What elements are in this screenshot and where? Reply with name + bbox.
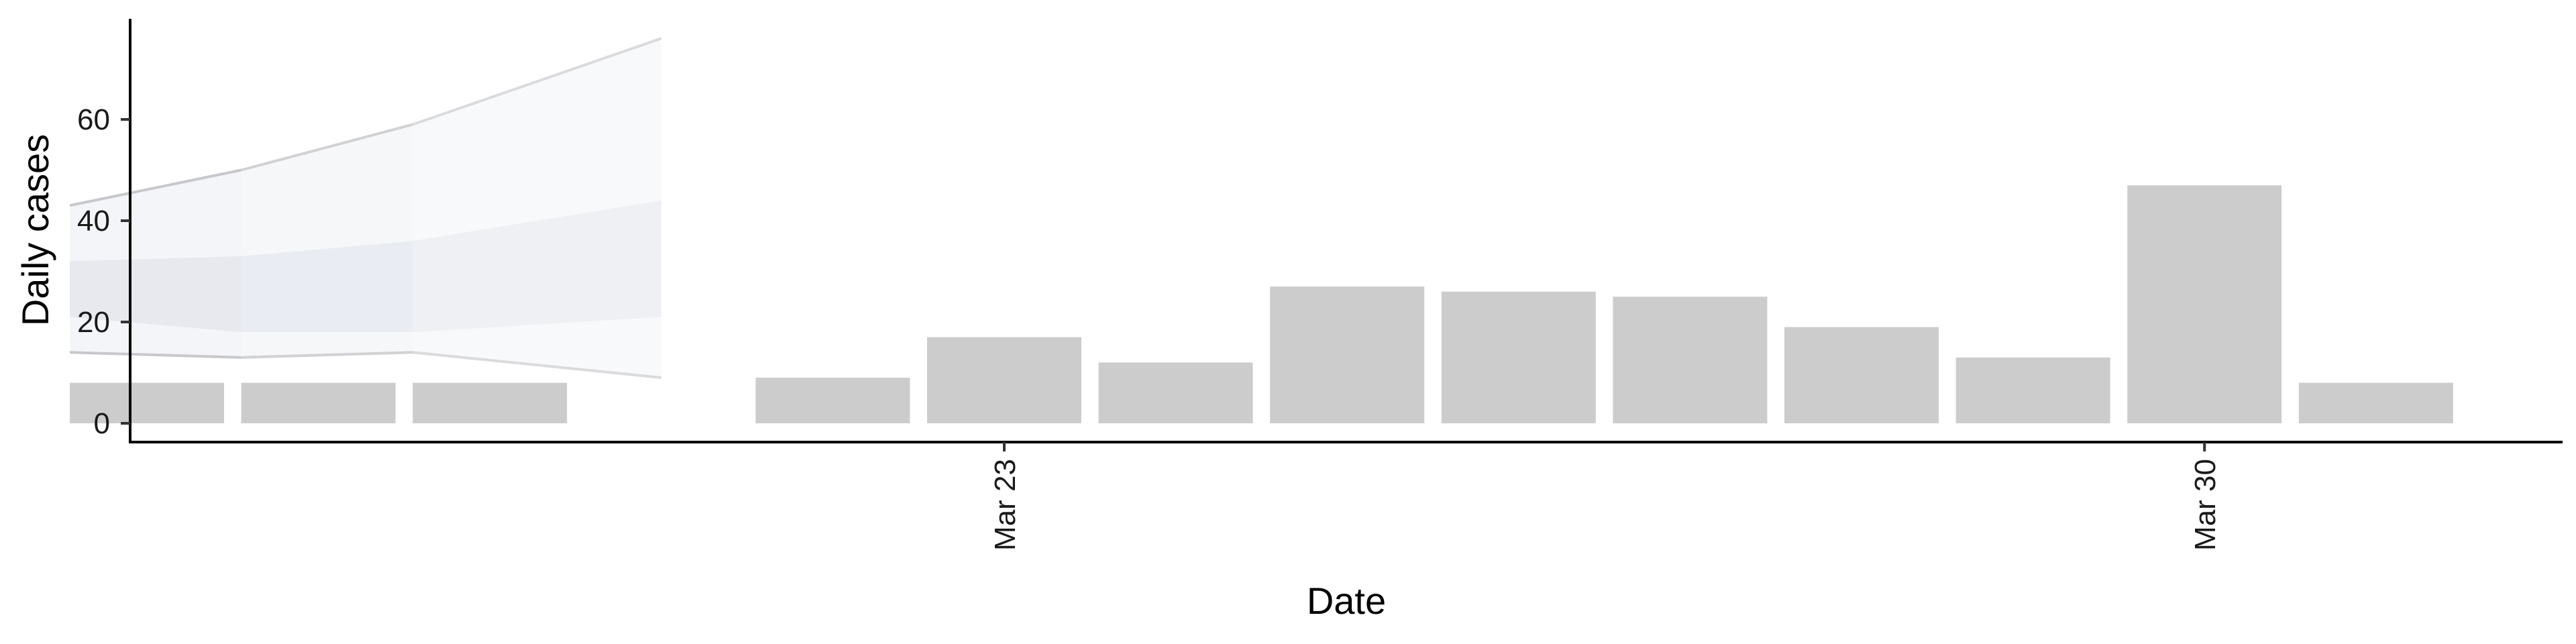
ribbon-lower-edge [241,351,413,359]
bar [755,378,910,423]
bar [1098,362,1253,423]
y-tick-label: 60 [77,103,110,136]
x-tick-layer: Mar 23 Mar 30 [989,442,2222,551]
bar [927,337,1081,423]
ribbon-inner-segment [70,256,241,333]
bar [2127,185,2282,423]
bar-layer [70,185,2453,424]
ribbon-inner-segment [241,241,413,333]
y-tick-layer: 0 20 40 60 [77,103,130,440]
x-tick-label: Mar 23 [989,459,1022,551]
bar [413,382,568,423]
ribbon-outer-segment [241,124,413,358]
bar [1955,357,2110,423]
ribbon-lower-edge [412,351,662,380]
bar [70,382,224,423]
y-axis-title: Daily cases [14,134,56,326]
x-tick-label: Mar 30 [2189,459,2222,551]
bar [241,382,396,423]
bar [1613,297,1768,424]
bar [2298,382,2453,423]
projection-ribbon-layer [69,37,662,380]
ribbon-outer-segment [413,38,661,378]
y-tick-label: 40 [77,205,110,237]
ribbon-upper-edge [241,123,413,172]
bar [1441,291,1596,423]
bar [1784,327,1939,423]
ribbon-lower-edge [69,351,241,359]
bar [1270,286,1425,423]
ribbon-inner-segment [413,200,661,333]
ribbon-upper-edge [412,37,662,126]
y-tick-label: 0 [94,407,110,440]
x-axis-title: Date [1307,580,1386,622]
y-tick-label: 20 [77,306,110,339]
ribbon-upper-edge [69,168,242,207]
